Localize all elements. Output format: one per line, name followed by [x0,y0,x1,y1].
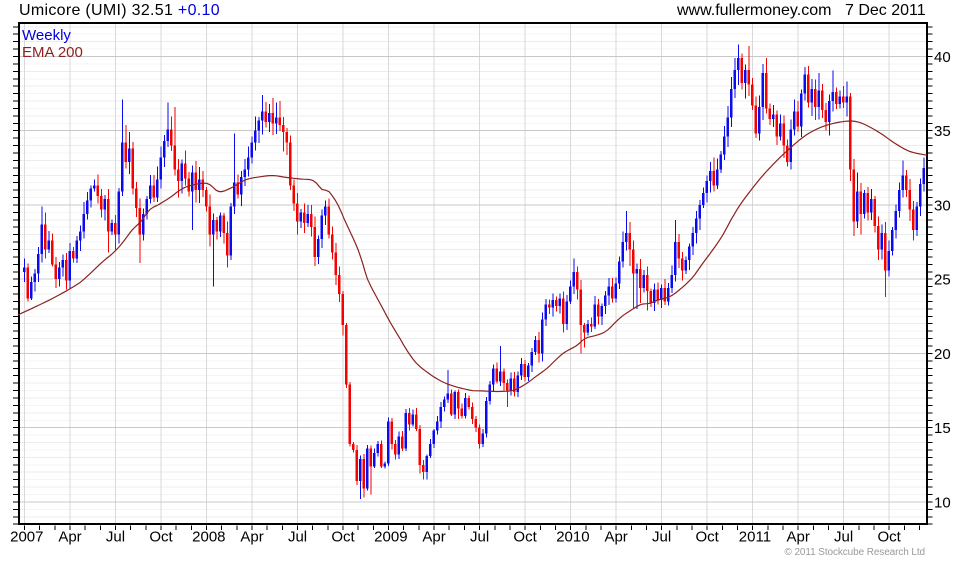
svg-text:2010: 2010 [556,529,589,546]
svg-text:Oct: Oct [149,529,173,546]
svg-text:www.fullermoney.com: www.fullermoney.com [676,2,831,19]
svg-text:Oct: Oct [331,529,355,546]
svg-text:Oct: Oct [695,529,719,546]
svg-text:Apr: Apr [240,529,263,546]
svg-text:30: 30 [934,197,951,214]
svg-text:Apr: Apr [422,529,445,546]
svg-text:EMA 200: EMA 200 [22,44,83,61]
svg-text:Oct: Oct [877,529,901,546]
svg-text:Jul: Jul [288,529,307,546]
svg-text:2008: 2008 [192,529,225,546]
svg-text:7 Dec 2011: 7 Dec 2011 [845,2,926,19]
svg-text:2011: 2011 [739,529,771,546]
svg-text:Apr: Apr [786,529,809,546]
svg-text:Apr: Apr [604,529,627,546]
svg-text:Jul: Jul [652,529,671,546]
svg-text:Jul: Jul [834,529,853,546]
svg-text:Umicore (UMI) 32.51 +0.10: Umicore (UMI) 32.51 +0.10 [19,2,220,19]
svg-text:2009: 2009 [374,529,407,546]
svg-text:10: 10 [934,494,951,511]
svg-text:35: 35 [934,123,951,140]
svg-text:15: 15 [934,420,951,437]
svg-text:2007: 2007 [10,529,43,546]
svg-text:Jul: Jul [106,529,125,546]
svg-text:© 2011 Stockcube Research Ltd: © 2011 Stockcube Research Ltd [785,547,925,558]
svg-text:Weekly: Weekly [22,27,71,44]
svg-text:Oct: Oct [513,529,537,546]
svg-text:40: 40 [934,49,951,66]
svg-text:Jul: Jul [470,529,489,546]
svg-text:20: 20 [934,346,951,363]
svg-text:Apr: Apr [58,529,81,546]
svg-text:25: 25 [934,272,951,289]
